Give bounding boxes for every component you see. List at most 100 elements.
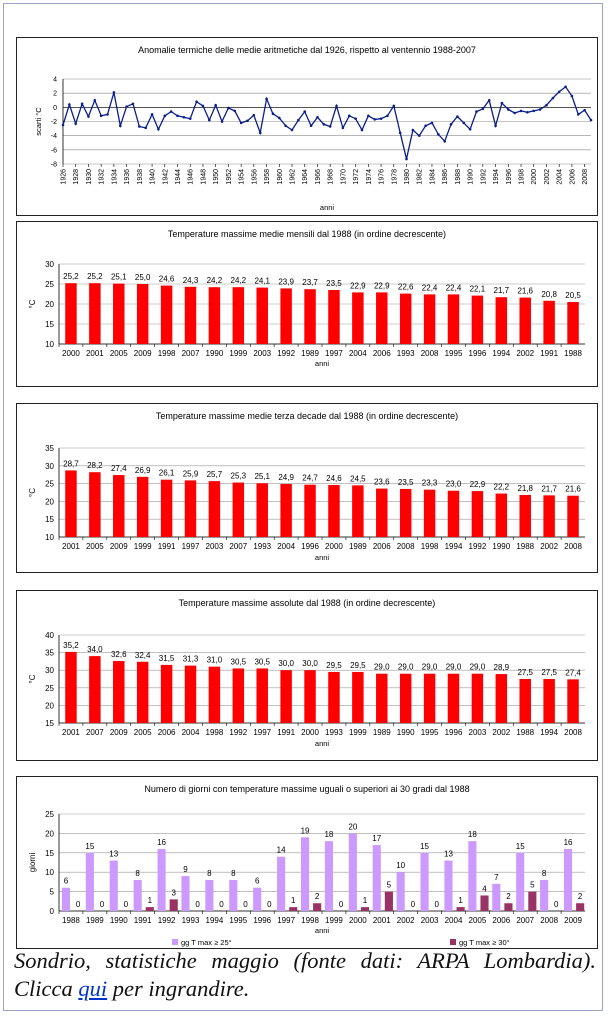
enlarge-link[interactable]: qui [78,976,108,1001]
data-point [316,115,319,119]
x-tick-label: 2008 [582,169,589,185]
data-point [475,110,478,113]
data-point [208,118,211,122]
data-label: 27,4 [111,464,127,473]
data-label: 25,2 [63,272,79,281]
data-label: 24,6 [326,474,342,483]
data-label: 26,9 [135,466,151,475]
data-label: 22,9 [374,281,390,290]
x-tick-label: 1990 [206,349,224,358]
data-point [328,125,332,128]
y-tick-label: 20 [45,300,54,309]
x-tick-label: 1998 [206,728,224,737]
data-label: 32,4 [135,651,151,660]
x-tick-label: 2001 [62,728,80,737]
data-label: 31,5 [159,654,175,663]
data-label: 24,9 [278,473,294,482]
data-point [163,114,167,118]
x-tick-label: 2001 [373,916,391,925]
bar [184,480,197,537]
x-tick-label: 2007 [86,728,104,737]
data-point [68,103,71,106]
x-tick-label: 2006 [569,169,576,185]
y-tick-label: 30 [45,666,54,675]
x-tick-label: 1982 [417,169,424,185]
x-tick-label: 2002 [516,349,534,358]
x-tick-label: 1948 [200,169,207,185]
data-label: 22,6 [398,283,414,292]
bar [376,488,388,537]
y-axis-label: °C [28,488,37,497]
data-label: 15 [516,842,525,851]
bar [277,856,286,911]
data-label: 29,0 [422,663,438,672]
bar [136,476,149,537]
data-label: 2 [578,892,583,901]
bar [423,673,436,723]
y-axis-label: °C [28,299,37,308]
data-label: 13 [444,850,453,859]
data-point [131,102,135,106]
data-label: 0 [219,900,224,909]
x-tick-label: 1992 [277,349,295,358]
x-tick-label: 1996 [506,169,513,185]
x-tick-label: 2005 [86,542,104,551]
data-label: 23,3 [422,479,438,488]
bar [396,872,405,911]
data-point [341,126,345,130]
data-point [545,103,548,107]
bar [471,491,484,537]
data-point [233,109,237,113]
bar [89,283,101,344]
x-tick-label: 2004 [445,916,463,925]
data-label: 27,4 [565,668,581,677]
x-tick-label: 2006 [373,542,391,551]
data-label: 24,2 [207,276,223,285]
bar [184,286,197,344]
data-point [424,124,427,128]
x-tick-label: 2002 [492,728,510,737]
data-point [246,119,249,123]
x-tick-label: 2002 [397,916,415,925]
absolute-max-bar-chart-panel: Temperature massime assolute dal 1988 (i… [16,590,598,761]
y-tick-label: 10 [45,868,54,877]
x-tick-label: 1993 [325,728,343,737]
x-tick-label: 2008 [540,916,558,925]
bar [495,297,508,344]
data-point [456,115,459,118]
data-point [462,121,466,125]
bar [113,661,125,723]
data-point [112,91,116,94]
x-tick-label: 1994 [445,542,463,551]
bar [304,484,316,537]
x-tick-label: 2002 [540,542,558,551]
x-tick-label: 2003 [421,916,439,925]
x-tick-label: 1993 [182,916,200,925]
bar [300,837,310,911]
data-label: 0 [554,900,559,909]
data-label: 4 [482,884,487,893]
data-label: 20,5 [565,291,581,300]
data-label: 25,3 [231,472,247,481]
data-label: 27,5 [541,668,557,677]
bar [256,483,268,537]
bar [109,860,118,911]
bar [444,860,453,911]
page-frame: Anomalie termiche delle medie aritmetich… [3,3,603,1011]
data-label: 8 [231,869,236,878]
y-tick-label: 0 [53,105,57,112]
x-tick-label: 1989 [349,542,367,551]
x-tick-label: 2004 [182,728,200,737]
x-tick-label: 1988 [516,542,534,551]
data-label: 7 [494,873,499,882]
data-label: 22,4 [446,283,462,292]
bar [208,481,221,537]
x-tick-label: 1928 [73,169,80,185]
bar [447,490,460,537]
data-label: 27,5 [517,668,533,677]
x-tick-label: 2007 [516,916,534,925]
x-tick-label: 1989 [373,728,391,737]
bar [495,493,508,537]
x-tick-label: 1997 [182,542,200,551]
data-label: 30,0 [278,659,294,668]
